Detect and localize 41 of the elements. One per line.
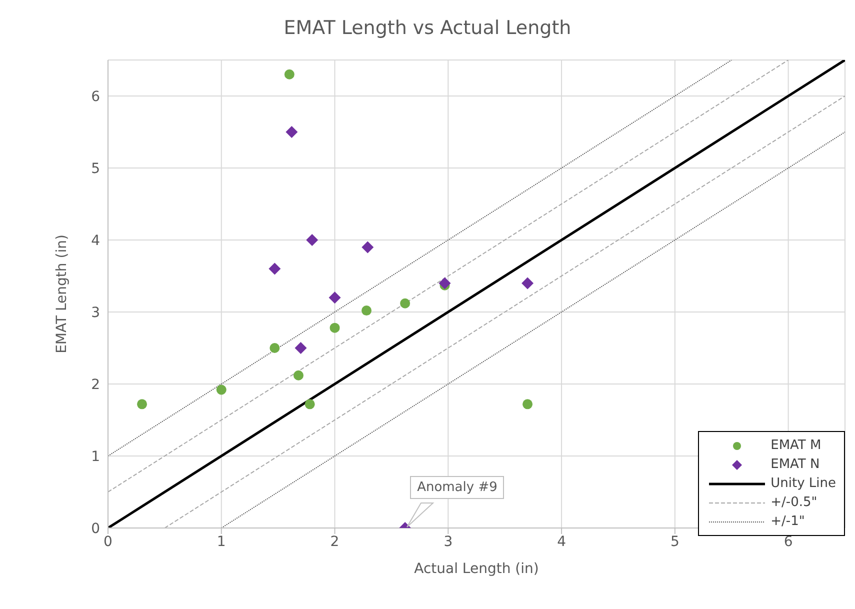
point xyxy=(330,322,340,333)
point xyxy=(270,343,280,353)
chart-title: EMAT Length vs Actual Length xyxy=(282,16,572,41)
point xyxy=(137,399,148,410)
legend-label: EMAT N xyxy=(770,457,820,472)
point xyxy=(362,306,372,316)
y-tick-label: 3 xyxy=(91,304,100,321)
x-tick-label: 6 xyxy=(784,534,793,550)
y-tick-label: 2 xyxy=(91,376,100,393)
point xyxy=(522,399,533,410)
point xyxy=(286,126,298,138)
point xyxy=(284,69,294,80)
y-tick-label: 1 xyxy=(91,448,100,465)
point xyxy=(438,277,451,290)
point xyxy=(216,384,226,395)
point xyxy=(362,241,374,254)
annotation: Anomaly #9 xyxy=(410,476,504,499)
point xyxy=(328,292,341,304)
point xyxy=(400,298,410,308)
y-axis-title: EMAT Length (in) xyxy=(54,234,70,354)
point xyxy=(293,370,304,380)
point xyxy=(304,399,315,410)
point xyxy=(294,342,307,354)
x-tick-label: 2 xyxy=(330,534,340,550)
y-tick-label: 5 xyxy=(91,160,100,177)
y-tick-label: 0 xyxy=(91,520,100,537)
x-tick-label: 1 xyxy=(216,534,226,550)
legend-label: EMAT M xyxy=(770,438,822,453)
y-tick-label: 6 xyxy=(91,88,100,105)
x-tick-label: 3 xyxy=(444,534,453,550)
point xyxy=(268,262,281,275)
legend-label: +/-1" xyxy=(770,514,805,529)
y-tick-label: 4 xyxy=(91,232,100,249)
x-tick-label: 0 xyxy=(104,534,112,550)
point xyxy=(522,277,534,290)
legend-label: Unity Line xyxy=(770,476,836,491)
x-axis-title: Actual Length (in) xyxy=(414,561,539,577)
legend-label: +/-0.5" xyxy=(770,495,818,510)
x-tick-label: 4 xyxy=(557,534,566,550)
point xyxy=(306,234,318,246)
x-tick-label: 5 xyxy=(670,534,680,550)
